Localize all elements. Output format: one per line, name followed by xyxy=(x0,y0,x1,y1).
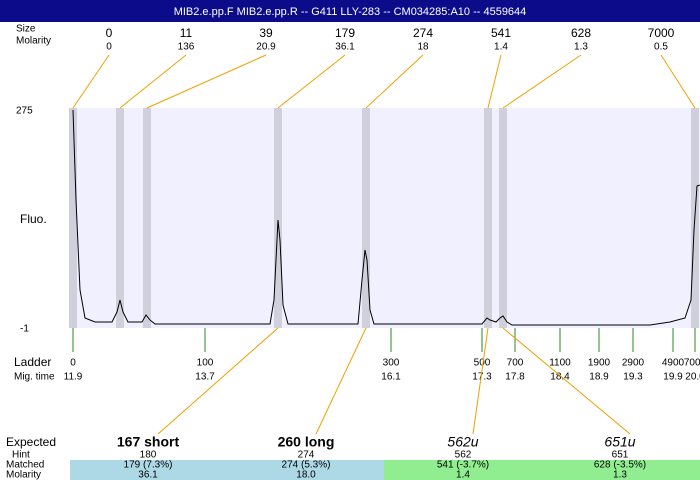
peak-connector xyxy=(487,54,502,109)
expected-connector xyxy=(502,327,631,435)
ladder-time: 17.8 xyxy=(505,372,525,383)
matched-bg-blue xyxy=(70,460,384,480)
hint-value: 562 xyxy=(455,450,472,461)
peak-band xyxy=(69,108,77,328)
hint-value: 274 xyxy=(298,450,315,461)
hint-value: 651 xyxy=(612,450,629,461)
matched-value: 541 (-3.7%) xyxy=(437,460,489,471)
molarity-label: Molarity xyxy=(16,36,51,47)
peak-connector xyxy=(365,54,424,109)
peak-connector xyxy=(119,54,187,109)
size-label: Size xyxy=(16,24,36,35)
ladder-time: 19.3 xyxy=(623,372,643,383)
ladder-time: 18.4 xyxy=(550,372,570,383)
y-min: -1 xyxy=(20,324,29,335)
peak-band xyxy=(274,108,282,328)
peak-molarity: 0 xyxy=(106,42,112,53)
peak-size: 628 xyxy=(571,26,591,40)
plot-area xyxy=(72,108,700,328)
hint-value: 180 xyxy=(140,450,157,461)
peak-molarity: 1.4 xyxy=(494,42,508,53)
peak-molarity: 136 xyxy=(178,42,195,53)
molarity-value: 18.0 xyxy=(296,470,316,480)
peak-size: 7000 xyxy=(648,26,675,40)
peak-connector xyxy=(660,54,696,109)
ladder-time: 13.7 xyxy=(195,372,215,383)
expected-connector xyxy=(472,327,489,435)
ladder-size: 500 xyxy=(474,358,491,369)
peak-size: 0 xyxy=(106,26,113,40)
peak-connector xyxy=(72,54,110,109)
expected-name: 260 long xyxy=(278,434,335,450)
peak-size: 541 xyxy=(491,26,511,40)
ladder-size: 1100 xyxy=(549,358,571,369)
ladder-size: 100 xyxy=(197,358,214,369)
ladder-label: Ladder xyxy=(14,355,51,369)
ladder-size: 7000 xyxy=(684,358,700,369)
peak-molarity: 18 xyxy=(417,42,429,53)
matched-value: 274 (5.3%) xyxy=(282,460,331,471)
peak-connector xyxy=(502,54,582,109)
peak-band xyxy=(116,108,124,328)
ladder-size: 700 xyxy=(507,358,524,369)
trace xyxy=(72,109,700,326)
peak-size: 274 xyxy=(413,26,433,40)
peak-size: 179 xyxy=(335,26,355,40)
ladder-time: 19.9 xyxy=(663,372,683,383)
matched-label: Matched xyxy=(6,460,44,471)
ladder-time: 16.1 xyxy=(381,372,401,383)
peak-molarity: 20.9 xyxy=(256,42,276,53)
y-max: 275 xyxy=(16,106,33,117)
peak-size: 39 xyxy=(259,26,273,40)
peak-band xyxy=(362,108,370,328)
peak-connector xyxy=(277,54,346,109)
hint-label: Hint xyxy=(12,450,30,461)
ladder-time: 11.9 xyxy=(64,372,83,383)
expected-name: 651u xyxy=(604,434,635,450)
ladder-time: 18.9 xyxy=(589,372,609,383)
peak-connector xyxy=(146,54,267,109)
peak-band xyxy=(499,108,507,328)
y-label: Fluo. xyxy=(20,212,47,226)
ladder-size: 2900 xyxy=(622,358,645,369)
expected-name: 167 short xyxy=(117,434,180,450)
expected-connector xyxy=(315,327,367,435)
mig-time-label: Mig. time xyxy=(14,372,55,383)
title-bar xyxy=(0,0,700,22)
ladder-size: 0 xyxy=(70,358,76,369)
peak-size: 11 xyxy=(180,26,193,40)
expected-name: 562u xyxy=(447,434,478,450)
expected-label: Expected xyxy=(6,435,56,449)
ladder-size: 4900 xyxy=(662,358,685,369)
matched-value: 179 (7.3%) xyxy=(124,460,173,471)
molarity-value: 1.4 xyxy=(456,470,470,480)
molarity-row-label: Molarity xyxy=(6,470,41,480)
title: MIB2.e.pp.F MIB2.e.pp.R -- G411 LLY-283 … xyxy=(174,6,527,18)
matched-value: 628 (-3.5%) xyxy=(594,460,646,471)
expected-connector xyxy=(157,327,279,435)
peak-band xyxy=(143,108,151,328)
peak-molarity: 0.5 xyxy=(654,42,668,53)
ladder-time: 17.3 xyxy=(472,372,492,383)
molarity-value: 1.3 xyxy=(613,470,627,480)
peak-band xyxy=(484,108,492,328)
peak-molarity: 36.1 xyxy=(335,42,355,53)
ladder-size: 1900 xyxy=(588,358,611,369)
peak-molarity: 1.3 xyxy=(574,42,588,53)
ladder-time: 20.0 xyxy=(685,372,700,383)
matched-bg-green xyxy=(384,460,700,480)
ladder-size: 300 xyxy=(383,358,400,369)
molarity-value: 36.1 xyxy=(138,470,158,480)
